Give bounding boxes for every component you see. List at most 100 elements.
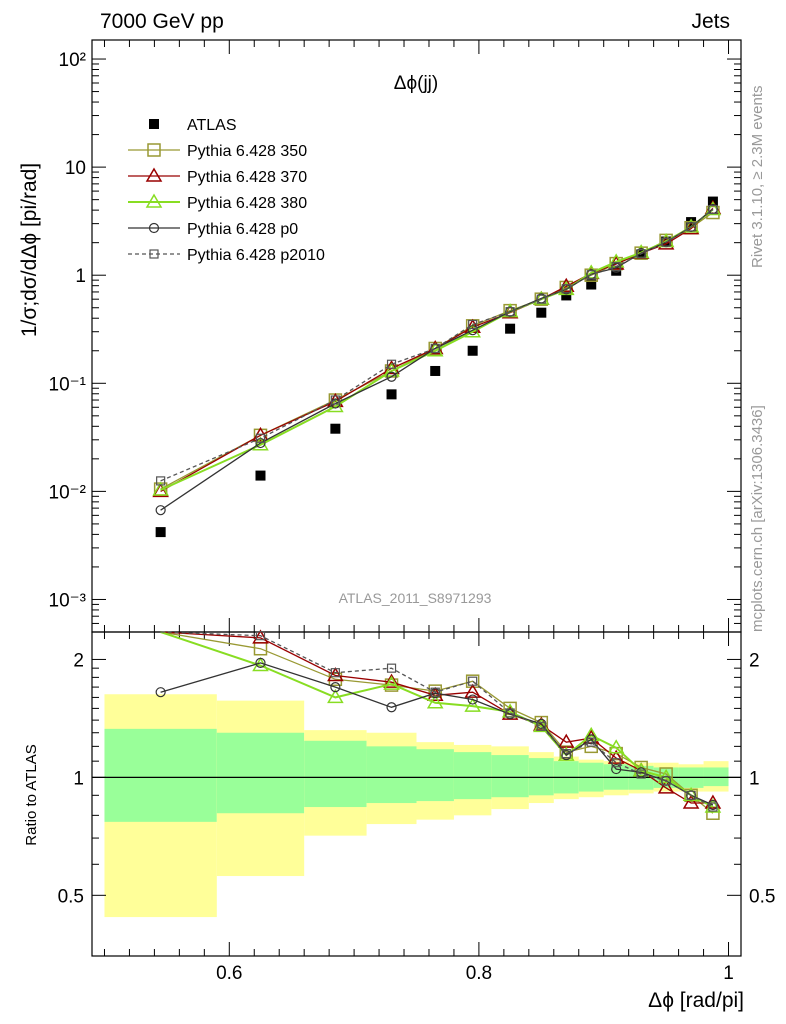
marker-p350 bbox=[706, 806, 720, 820]
marker-p2010 bbox=[686, 790, 696, 800]
uncertainty-band-inner bbox=[528, 758, 554, 796]
marker-p370 bbox=[657, 779, 675, 794]
marker-p2010 bbox=[430, 687, 440, 697]
ratio-line-p2010 bbox=[160, 631, 714, 808]
x-tick-label: 1 bbox=[723, 963, 734, 984]
marker-p2010 bbox=[255, 433, 266, 443]
marker-atlas bbox=[255, 470, 266, 481]
uncertainty-band-inner bbox=[216, 732, 305, 814]
ratio-y-axis-label: Ratio to ATLAS bbox=[23, 744, 40, 845]
marker-p380 bbox=[252, 436, 269, 451]
marker-p2010 bbox=[505, 708, 515, 718]
marker-p380 bbox=[607, 739, 625, 754]
marker-p2010 bbox=[536, 721, 546, 731]
uncertainty-band-inner bbox=[366, 746, 417, 804]
marker-p0 bbox=[330, 681, 341, 693]
marker-p370 bbox=[252, 629, 269, 644]
marker-p2010 bbox=[468, 319, 478, 330]
marker-p0 bbox=[255, 657, 266, 668]
legend-label-p350: Pythia 6.428 350 bbox=[187, 143, 307, 160]
marker-atlas bbox=[330, 423, 341, 434]
marker-p380 bbox=[152, 481, 169, 496]
marker-atlas bbox=[505, 323, 516, 334]
marker-p370 bbox=[464, 683, 481, 698]
uncertainty-band-inner bbox=[304, 740, 367, 808]
marker-p380 bbox=[464, 697, 481, 712]
marker-p2010 bbox=[468, 676, 478, 686]
marker-p2010 bbox=[330, 395, 340, 405]
marker-p2010 bbox=[156, 476, 166, 486]
marker-p380 bbox=[145, 193, 163, 208]
marker-p370 bbox=[607, 749, 625, 764]
marker-p0 bbox=[155, 687, 166, 698]
ratio-y-tick-label-right: 0.5 bbox=[749, 886, 775, 907]
marker-p2010 bbox=[255, 631, 266, 641]
rivet-version-label: Rivet 3.1.10, ≥ 2.3M events bbox=[749, 86, 766, 269]
marker-p380 bbox=[464, 323, 481, 338]
main-plot-title: Δϕ(jj) bbox=[394, 73, 438, 94]
marker-atlas bbox=[467, 345, 478, 356]
y-tick-label: 10⁻² bbox=[49, 482, 87, 503]
main-y-axis-label: 1/σ;dσ/dΔϕ [pi/rad] bbox=[18, 163, 41, 337]
marker-p2010 bbox=[561, 748, 571, 759]
ratio-y-tick-label: 2 bbox=[73, 650, 84, 671]
marker-p2010 bbox=[636, 769, 646, 779]
ratio-y-tick-label-right: 1 bbox=[749, 768, 760, 789]
marker-p2010 bbox=[611, 262, 621, 272]
header-right: Jets bbox=[691, 10, 730, 33]
marker-p2010 bbox=[661, 237, 671, 247]
uncertainty-band-inner bbox=[104, 728, 217, 822]
marker-p2010 bbox=[386, 663, 397, 673]
marker-p2010 bbox=[611, 758, 621, 768]
marker-p2010 bbox=[149, 249, 159, 259]
mcplots-source-label: mcplots.cern.ch [arXiv:1306.3436] bbox=[749, 405, 766, 632]
ratio-plot: Ratio to ATLAS Δϕ [rad/pi] 0.6 0.8 1 0.5 0.5… bbox=[23, 629, 775, 1012]
uncertainty-band-inner bbox=[491, 755, 529, 798]
marker-p2010 bbox=[708, 802, 718, 812]
main-plot: Δϕ(jj) 1/σ;dσ/dΔϕ [pi/rad] ATLAS_2011_S8… bbox=[18, 39, 742, 633]
legend-label-p380: Pythia 6.428 380 bbox=[187, 195, 307, 212]
ratio-line-p370 bbox=[160, 631, 713, 804]
y-tick-label: 10 bbox=[65, 158, 86, 179]
ratio-line-p380 bbox=[160, 631, 714, 808]
ratio-series-p2010 bbox=[160, 631, 718, 812]
marker-p370 bbox=[383, 673, 400, 688]
analysis-watermark: ATLAS_2011_S8971293 bbox=[339, 590, 492, 606]
x-axis-label: Δϕ [rad/pi] bbox=[648, 989, 744, 1012]
marker-p350 bbox=[465, 674, 480, 688]
marker-p0 bbox=[467, 325, 478, 336]
marker-p2010 bbox=[661, 776, 671, 786]
series-p2010 bbox=[156, 204, 718, 486]
y-tick-label: 10⁻³ bbox=[49, 590, 87, 611]
marker-p2010 bbox=[386, 359, 397, 369]
uncertainty-band-inner bbox=[453, 752, 492, 800]
marker-p0 bbox=[611, 763, 622, 775]
marker-p380 bbox=[383, 675, 400, 690]
ratio-y-tick-label-right: 2 bbox=[749, 650, 760, 671]
series-line-p0 bbox=[160, 208, 714, 511]
legend-label-p2010: Pythia 6.428 p2010 bbox=[187, 247, 325, 264]
ratio-plot-frame bbox=[91, 631, 742, 957]
marker-atlas bbox=[149, 119, 159, 129]
marker-atlas bbox=[586, 279, 597, 290]
legend-label-p370: Pythia 6.428 370 bbox=[187, 169, 307, 186]
marker-atlas bbox=[386, 389, 397, 400]
y-tick-label: 10⁻¹ bbox=[49, 374, 87, 395]
marker-p370 bbox=[145, 167, 163, 182]
ratio-y-tick-label: 0.5 bbox=[58, 886, 84, 907]
marker-p2010 bbox=[586, 270, 596, 280]
marker-p2010 bbox=[586, 737, 596, 747]
marker-p2010 bbox=[330, 668, 340, 678]
marker-p2010 bbox=[430, 343, 440, 354]
legend-label-p0: Pythia 6.428 p0 bbox=[187, 221, 298, 238]
marker-atlas bbox=[155, 527, 166, 538]
marker-p2010 bbox=[536, 294, 546, 304]
y-tick-label: 1 bbox=[75, 266, 86, 287]
x-tick-label: 0.6 bbox=[216, 963, 242, 984]
marker-p0 bbox=[155, 505, 166, 516]
marker-p2010 bbox=[561, 284, 571, 294]
header-left: 7000 GeV pp bbox=[100, 10, 224, 33]
marker-p350 bbox=[147, 143, 161, 157]
ratio-line-p0 bbox=[160, 662, 714, 806]
